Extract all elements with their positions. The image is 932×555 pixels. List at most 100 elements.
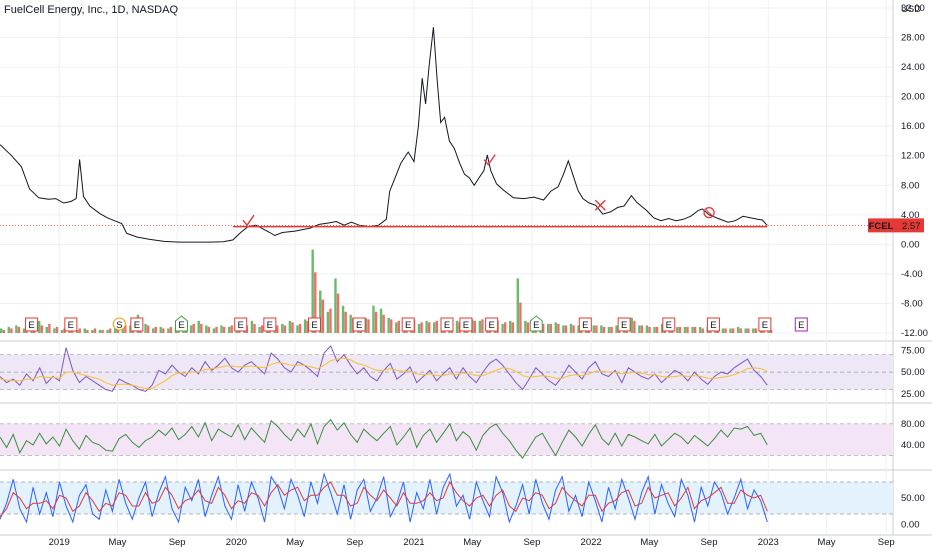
volume-bar — [509, 320, 512, 333]
event-badge-dividend-icon[interactable] — [175, 315, 189, 332]
volume-bar — [724, 328, 727, 333]
volume-bar — [569, 323, 573, 333]
volume-bar — [701, 328, 704, 333]
x-tick-label: Sep — [346, 537, 363, 548]
event-badge-label: E — [762, 320, 768, 331]
volume-bar — [633, 320, 636, 333]
volume-bar — [93, 328, 97, 333]
volume-bar — [648, 326, 651, 333]
event-badge-earnings-icon[interactable] — [130, 317, 144, 332]
volume-bar — [83, 328, 86, 333]
volume-bar — [387, 317, 390, 333]
volume-bar — [22, 328, 26, 333]
event-badge-earnings-icon[interactable] — [440, 317, 454, 332]
volume-bar — [390, 319, 393, 333]
volume-bar — [691, 326, 694, 333]
event-badge-earnings-icon[interactable] — [617, 317, 631, 332]
volume-bar — [40, 325, 43, 333]
volume-bar — [212, 328, 216, 333]
volume-bar — [162, 328, 165, 333]
volume-bar — [311, 249, 314, 333]
volume-bar — [296, 325, 299, 333]
volume-bar — [222, 326, 226, 333]
event-badge-earnings-icon[interactable] — [662, 317, 676, 332]
circle-mark-icon — [703, 206, 715, 219]
volume-bar — [260, 325, 264, 333]
volume-bar — [10, 328, 13, 333]
volume-bar — [645, 325, 649, 333]
volume-bar — [15, 325, 18, 333]
volume-bar — [151, 328, 155, 333]
volume-bar — [167, 328, 170, 333]
volume-bar — [524, 320, 527, 333]
volume-bar — [230, 325, 233, 333]
price-y-tick-label: 32.00 — [901, 3, 925, 14]
x-tick-label: May — [108, 537, 126, 548]
event-badge-dividend-icon[interactable] — [529, 315, 543, 332]
volume-bar — [319, 290, 322, 333]
event-badge-label: E — [582, 320, 588, 331]
volume-bar — [159, 326, 162, 333]
volume-bar — [683, 326, 687, 333]
volume-bar — [739, 328, 742, 333]
volume-bar — [207, 326, 211, 333]
volume-bar — [298, 323, 302, 333]
event-badge-earnings-icon[interactable] — [352, 317, 366, 332]
event-badge-earnings-icon[interactable] — [307, 317, 321, 332]
price-line — [0, 27, 768, 243]
event-badge-label: E — [178, 320, 184, 331]
volume-bar — [169, 326, 173, 333]
volume-bar — [197, 320, 200, 333]
volume-bar — [600, 325, 603, 333]
volume-bar — [106, 329, 109, 333]
volume-bar — [344, 311, 347, 333]
x-tick-label: 2021 — [403, 537, 424, 548]
volume-bar — [258, 326, 261, 333]
x-tick-label: Sep — [878, 537, 895, 548]
rsi-rsi_ma_line — [0, 357, 768, 390]
volume-bar — [336, 293, 340, 333]
volume-bar — [48, 323, 51, 333]
volume-bar — [564, 325, 568, 333]
event-badge-split-icon[interactable] — [112, 317, 126, 331]
volume-bar — [91, 329, 94, 333]
price-y-tick-label: 4.00 — [901, 210, 920, 221]
event-badge-earnings-icon[interactable] — [578, 317, 592, 332]
volume-bar — [144, 323, 147, 333]
price-y-tick-label: 28.00 — [901, 33, 925, 44]
event-badge-earnings-icon[interactable] — [234, 317, 248, 332]
volume-bar — [17, 326, 21, 333]
event-badge-label: E — [267, 320, 273, 331]
x-tick-label: Sep — [701, 537, 718, 548]
volume-bar — [129, 325, 132, 333]
price-y-tick-label: 8.00 — [901, 180, 920, 191]
volume-bar — [250, 320, 254, 333]
event-badge-earnings-icon[interactable] — [485, 317, 499, 332]
price-y-tick-label: -4.00 — [901, 269, 923, 280]
event-badge-earnings-icon[interactable] — [758, 317, 772, 332]
currency-label: USD — [901, 4, 921, 15]
price-y-tick-label: 0.00 — [901, 239, 920, 250]
event-badge-earnings-icon[interactable] — [706, 317, 720, 332]
event-badge-label: E — [444, 320, 450, 331]
volume-bar — [455, 320, 459, 333]
volume-bar — [314, 272, 317, 333]
volume-bar — [615, 325, 618, 333]
event-badge-earnings-icon[interactable] — [263, 317, 277, 332]
volume-bar — [121, 326, 124, 333]
volume-bar — [154, 326, 157, 333]
volume-bar — [364, 317, 368, 333]
event-badge-earnings-icon[interactable] — [25, 317, 39, 332]
x-tick-label: 2023 — [758, 537, 779, 548]
event-badge-earnings-icon[interactable] — [64, 317, 78, 332]
volume-bar — [562, 325, 565, 333]
event-badge-earnings-icon[interactable] — [459, 317, 473, 332]
event-badge-earnings-icon[interactable] — [401, 317, 415, 332]
volume-bar — [557, 323, 560, 333]
event-badge-earnings-icon[interactable] — [794, 317, 808, 332]
volume-bar — [678, 326, 682, 333]
volume-bar — [501, 323, 504, 333]
volume-bar — [516, 278, 519, 333]
